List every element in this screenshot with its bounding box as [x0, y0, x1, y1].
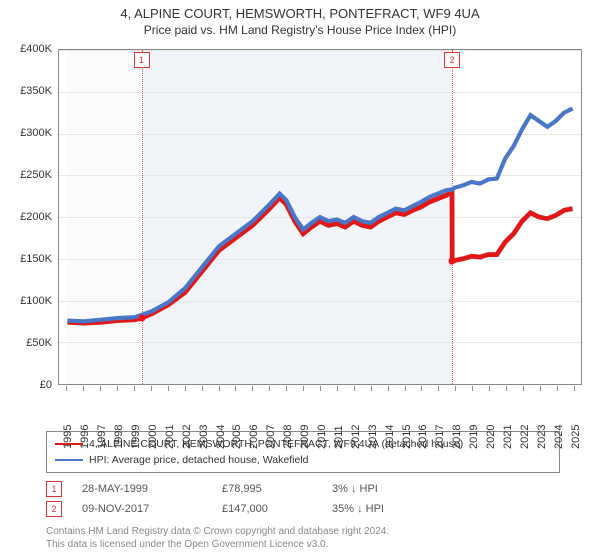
x-tick-label: 2009: [299, 425, 311, 449]
transaction-marker: 1: [46, 481, 62, 497]
x-tick-label: 2010: [316, 425, 328, 449]
plot-area: 12: [58, 49, 582, 385]
x-tick-label: 2024: [553, 425, 565, 449]
transaction-date: 28-MAY-1999: [82, 483, 202, 495]
x-tick-label: 2005: [231, 425, 243, 449]
series-hpi: [67, 108, 572, 321]
x-tick-label: 2025: [570, 425, 582, 449]
transaction-price: £147,000: [222, 503, 312, 515]
y-tick-label: £50K: [26, 337, 52, 349]
x-tick-label: 2006: [248, 425, 260, 449]
x-tick-label: 2014: [384, 425, 396, 449]
legend-area: 4, ALPINE COURT, HEMSWORTH, PONTEFRACT, …: [46, 431, 560, 551]
x-tick-label: 2002: [181, 425, 193, 449]
y-tick-label: £0: [40, 379, 52, 391]
page-subtitle: Price paid vs. HM Land Registry's House …: [0, 23, 600, 37]
marker-dot: [138, 315, 145, 322]
footnote-line: This data is licensed under the Open Gov…: [46, 538, 560, 551]
legend-label: HPI: Average price, detached house, Wake…: [89, 452, 308, 468]
transaction-price: £78,995: [222, 483, 312, 495]
marker-flag: 2: [444, 52, 460, 68]
transaction-pct: 3% ↓ HPI: [332, 483, 378, 495]
x-tick-label: 2012: [350, 425, 362, 449]
x-tick-label: 2022: [519, 425, 531, 449]
x-tick-label: 1999: [130, 425, 142, 449]
x-tick-label: 2017: [434, 425, 446, 449]
page-title: 4, ALPINE COURT, HEMSWORTH, PONTEFRACT, …: [0, 6, 600, 21]
transaction-marker: 2: [46, 501, 62, 517]
y-tick-label: £100K: [20, 295, 52, 307]
x-tick-label: 1998: [113, 425, 125, 449]
x-tick-label: 1996: [79, 425, 91, 449]
x-tick-label: 2011: [333, 425, 345, 449]
footnotes: Contains HM Land Registry data © Crown c…: [46, 525, 560, 551]
x-tick-label: 2020: [485, 425, 497, 449]
x-tick-label: 2000: [147, 425, 159, 449]
x-tick-label: 2018: [451, 425, 463, 449]
x-tick-label: 1995: [62, 425, 74, 449]
y-axis-labels: £0£50K£100K£150K£200K£250K£300K£350K£400…: [12, 49, 56, 385]
y-tick-label: £150K: [20, 253, 52, 265]
transaction-pct: 35% ↓ HPI: [332, 503, 384, 515]
legend-item: HPI: Average price, detached house, Wake…: [55, 452, 551, 468]
x-axis-labels: 1995199619971998199920002001200220032004…: [58, 387, 582, 425]
legend-swatch: [55, 459, 83, 461]
x-tick-label: 2008: [282, 425, 294, 449]
marker-flag: 1: [134, 52, 150, 68]
x-tick-label: 1997: [96, 425, 108, 449]
y-tick-label: £250K: [20, 169, 52, 181]
x-tick-label: 2003: [198, 425, 210, 449]
x-tick-label: 2016: [417, 425, 429, 449]
transaction-table: 1 28-MAY-1999 £78,995 3% ↓ HPI 2 09-NOV-2017 £…: [46, 479, 560, 519]
transaction-row: 1 28-MAY-1999 £78,995 3% ↓ HPI: [46, 479, 560, 499]
y-tick-label: £300K: [20, 127, 52, 139]
chart: £0 £50K £100K £150K £200K £250K £300K £350K £400…: [12, 45, 588, 425]
x-tick-label: 2019: [468, 425, 480, 449]
series-svg: [59, 50, 581, 384]
y-tick-label: £200K: [20, 211, 52, 223]
footnote-line: Contains HM Land Registry data © Crown c…: [46, 525, 560, 538]
series-property: [67, 192, 572, 323]
transaction-row: 2 09-NOV-2017 £147,000 35% ↓ HPI: [46, 499, 560, 519]
x-tick-label: 2004: [215, 425, 227, 449]
transaction-date: 09-NOV-2017: [82, 503, 202, 515]
x-tick-label: 2001: [164, 425, 176, 449]
x-tick-label: 2015: [401, 425, 413, 449]
marker-dot: [449, 258, 456, 265]
x-tick-label: 2013: [367, 425, 379, 449]
x-tick-label: 2023: [536, 425, 548, 449]
y-tick-label: £400K: [20, 43, 52, 55]
x-tick-label: 2007: [265, 425, 277, 449]
y-tick-label: £350K: [20, 85, 52, 97]
x-tick-label: 2021: [502, 425, 514, 449]
